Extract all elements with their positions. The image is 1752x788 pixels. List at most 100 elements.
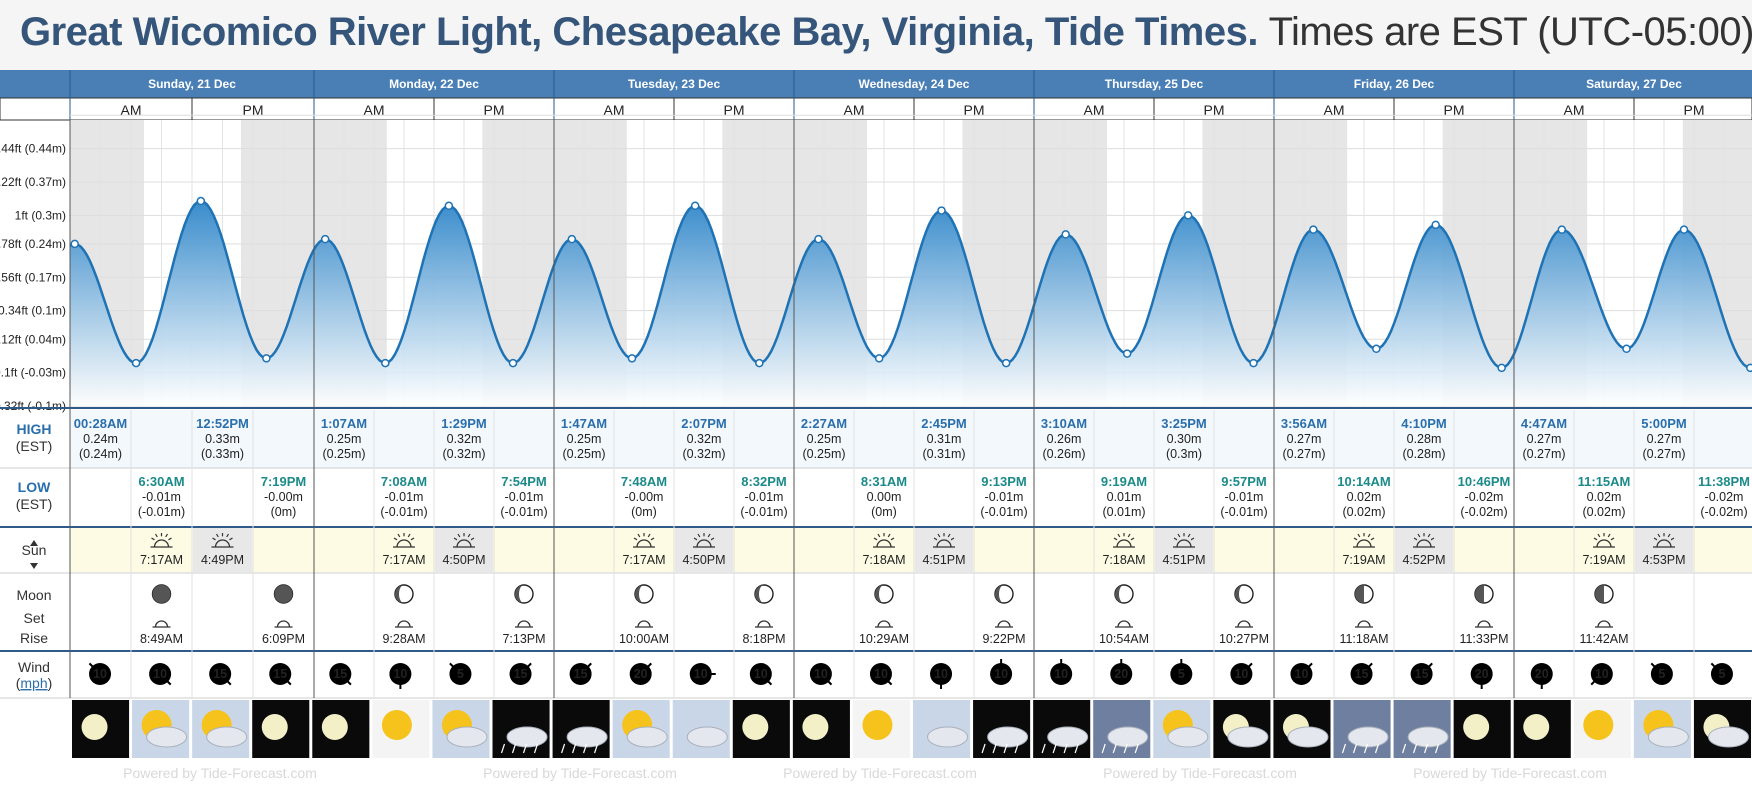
cloud-glyph <box>1227 726 1269 748</box>
wind-indicator <box>209 663 232 686</box>
moon-phase-shade <box>1115 585 1124 603</box>
sunset-icon <box>211 533 234 548</box>
timezone-note: Times are EST (UTC-05:00) <box>1268 10 1752 54</box>
high-tide-height-paren: (0.25m) <box>562 447 605 461</box>
sun-ray <box>1353 537 1358 541</box>
sunset-time: 4:51PM <box>1162 553 1205 567</box>
wind-direction-arrow-icon <box>165 679 172 686</box>
tide-extreme-point <box>1183 211 1193 220</box>
sun-ray <box>1417 533 1421 538</box>
wind-speed: 15 <box>514 667 528 681</box>
high-tide-height-paren: (0.31m) <box>922 447 965 461</box>
high-tide-height-paren: (0.27m) <box>1522 447 1565 461</box>
moon-glyph <box>321 714 348 740</box>
high-tide-time: 1:29PM <box>441 416 487 431</box>
moon-row-label: Moon <box>16 587 51 603</box>
rain-drop <box>1003 743 1008 754</box>
sun-ray <box>212 537 216 541</box>
tide-extreme-point <box>1001 358 1011 368</box>
am-label: AM <box>121 102 142 118</box>
high-tide-time: 2:07PM <box>681 416 727 431</box>
sunrise-icon <box>1113 533 1135 548</box>
low-tide-height-m: -0.01m <box>1225 490 1264 504</box>
sun-ray <box>887 533 891 538</box>
wind-speed: 15 <box>574 667 588 681</box>
high-tide-height-paren: (0.3m) <box>1166 447 1202 461</box>
rain-drop <box>594 743 599 754</box>
sun-ray <box>467 533 471 538</box>
sun-ray <box>1127 533 1131 538</box>
high-tide-time: 12:52PM <box>196 416 249 431</box>
am-label: AM <box>1564 102 1585 118</box>
cloud-glyph <box>506 726 548 748</box>
wind-indicator <box>1650 662 1673 685</box>
tide-extreme-point <box>814 234 823 244</box>
sun-ray <box>151 537 155 541</box>
tide-extreme-point <box>1431 220 1440 230</box>
moon-glyph <box>802 714 829 740</box>
wind-indicator <box>1590 663 1613 686</box>
wind-indicator <box>629 662 652 685</box>
sun-ray <box>154 533 158 538</box>
sunrise-icon <box>873 533 895 548</box>
moonset-time: 7:13PM <box>502 632 545 646</box>
sun-ray <box>697 533 701 538</box>
high-row-est-label: (EST) <box>16 438 53 454</box>
wind-circle <box>569 663 592 685</box>
tide-extreme-point <box>1746 363 1752 373</box>
wind-circle <box>1470 663 1493 685</box>
sun-ray <box>1593 537 1598 541</box>
wind-direction-arrow-icon <box>886 679 893 686</box>
wind-speed: 10 <box>814 667 828 681</box>
wind-speed: 10 <box>153 667 167 681</box>
tide-extreme-point <box>70 239 79 249</box>
moonset-time: 8:18PM <box>742 632 785 646</box>
tide-extreme-point <box>444 201 454 211</box>
wind-unit-link[interactable]: mph <box>20 675 47 691</box>
wind-indicator <box>329 663 352 686</box>
sunset-time: 4:53PM <box>1642 553 1685 567</box>
wind-speed: 15 <box>333 667 347 681</box>
tide-extreme-point <box>1122 349 1132 358</box>
sun-arc <box>153 539 170 548</box>
cloud-glyph <box>1107 726 1149 748</box>
tide-extreme-point <box>937 206 946 215</box>
wind-circle <box>1710 663 1733 685</box>
day-label: Friday, 26 Dec <box>1354 77 1435 91</box>
wind-speed: 10 <box>694 667 708 681</box>
tide-extreme-point <box>1622 344 1631 354</box>
sun-ray <box>1113 537 1118 541</box>
low-tide-height-m: 0.01m <box>1107 490 1142 504</box>
wind-speed: 5 <box>1718 667 1725 681</box>
weather-icon-clear-night <box>312 700 370 758</box>
low-row-est-label: (EST) <box>16 496 53 512</box>
low-tide-height-paren: (0m) <box>631 505 657 519</box>
wind-direction-arrow-icon <box>345 679 352 686</box>
day-label: Thursday, 25 Dec <box>1105 77 1204 91</box>
weather-icon-rain-night <box>973 700 1031 758</box>
sun-ray <box>890 537 895 541</box>
title-bar: Great Wicomico River Light, Chesapeake B… <box>0 0 1752 70</box>
pm-label: PM <box>484 102 505 118</box>
sun-ray <box>226 533 230 538</box>
moonrise-icon <box>154 620 169 628</box>
wind-direction-arrow-icon <box>225 679 232 686</box>
high-tide-height-m: 0.32m <box>447 432 482 446</box>
y-tick-label: -0.1ft (-0.03m) <box>0 366 66 380</box>
low-tide-height-paren: (0m) <box>871 505 897 519</box>
wind-indicator <box>149 663 172 686</box>
weather-icon-clear-night <box>72 700 130 758</box>
am-label: AM <box>364 102 385 118</box>
cloud-glyph <box>626 726 668 748</box>
low-tide-height-m: 0.02m <box>1587 490 1622 504</box>
wind-speed: 10 <box>1295 667 1309 681</box>
rain-drop <box>1363 743 1369 754</box>
tide-line <box>70 199 1752 370</box>
sun-ray <box>1667 533 1671 538</box>
low-tide-height-paren: (-0.01m) <box>980 505 1027 519</box>
sun-ray <box>1597 533 1601 538</box>
low-tide-height-paren: (-0.01m) <box>138 505 185 519</box>
wind-row-label: Wind <box>18 659 50 675</box>
weather-icon-sunny <box>1573 700 1631 758</box>
wind-direction-arrow-icon <box>285 679 292 686</box>
